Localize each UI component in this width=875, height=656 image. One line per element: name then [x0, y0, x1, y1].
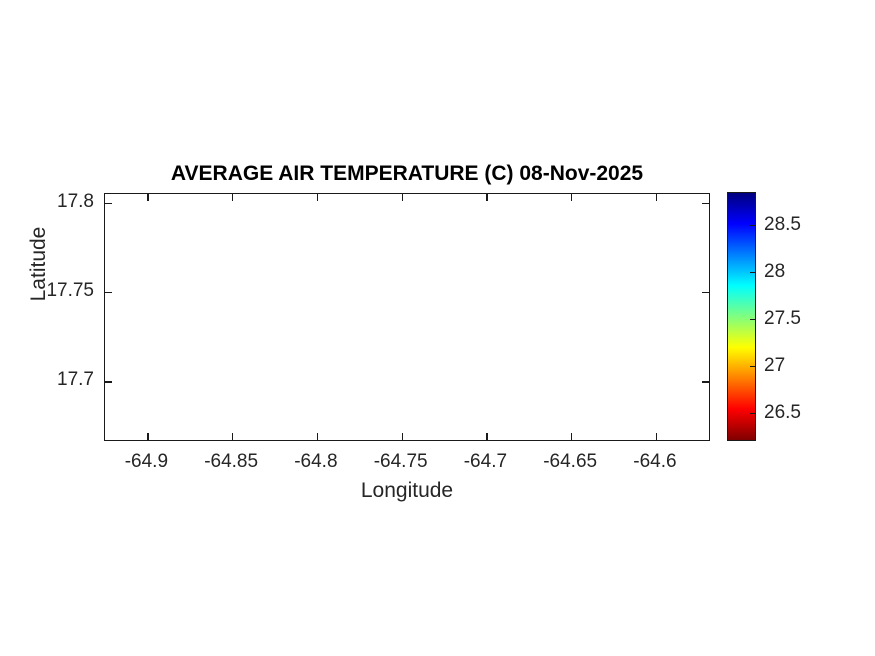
x-tick-mark	[316, 433, 319, 440]
y-tick-label: 17.75	[46, 280, 94, 302]
x-tick-mark	[571, 194, 573, 201]
y-axis-label: Latitude	[27, 226, 50, 302]
x-tick-mark	[147, 433, 149, 440]
x-tick-mark	[655, 433, 658, 440]
colorbar-tick-label: 28.5	[764, 213, 801, 235]
x-tick-mark	[486, 433, 488, 440]
x-tick-label: -64.65	[543, 451, 598, 472]
x-tick-label: -64.85	[204, 451, 259, 472]
colorbar-tick-label: 27	[764, 354, 786, 376]
colorbar-tick-mark	[750, 224, 756, 227]
x-tick-label: -64.8	[294, 451, 338, 472]
x-tick-mark	[401, 433, 403, 440]
x-axis-label: Longitude	[360, 479, 454, 502]
x-tick-label: -64.75	[373, 451, 428, 472]
y-tick-mark	[702, 381, 709, 383]
colorbar-tick-mark	[750, 318, 756, 321]
x-tick-mark	[571, 433, 573, 440]
colorbar[interactable]	[727, 192, 756, 441]
colorbar-tick-label: 28	[764, 260, 786, 282]
page-title: AVERAGE AIR TEMPERATURE (C) 08-Nov-2025	[170, 162, 644, 185]
temperature-heatmap	[105, 194, 709, 440]
y-tick-mark	[105, 381, 112, 383]
colorbar-tick-mark	[750, 412, 756, 415]
x-tick-mark	[232, 194, 234, 201]
x-tick-label: -64.6	[633, 451, 677, 472]
x-tick-label: -64.7	[463, 451, 508, 472]
y-tick-label: 17.8	[57, 190, 94, 212]
y-tick-mark	[702, 292, 709, 294]
x-tick-mark	[655, 194, 658, 201]
x-tick-mark	[486, 194, 488, 201]
colorbar-tick-label: 27.5	[764, 307, 801, 329]
x-tick-mark	[232, 433, 234, 440]
x-tick-mark	[316, 194, 319, 201]
colorbar-gradient	[727, 192, 756, 441]
x-tick-mark	[401, 194, 403, 201]
y-tick-mark	[105, 202, 112, 205]
x-tick-label: -64.9	[124, 451, 169, 472]
x-tick-mark	[147, 194, 149, 201]
y-tick-mark	[105, 292, 112, 294]
colorbar-tick-label: 26.5	[764, 401, 801, 423]
colorbar-tick-mark	[750, 271, 756, 274]
colorbar-tick-mark	[750, 365, 756, 368]
y-tick-mark	[702, 202, 709, 205]
y-tick-label: 17.7	[57, 369, 94, 391]
map-axes[interactable]	[104, 193, 710, 441]
